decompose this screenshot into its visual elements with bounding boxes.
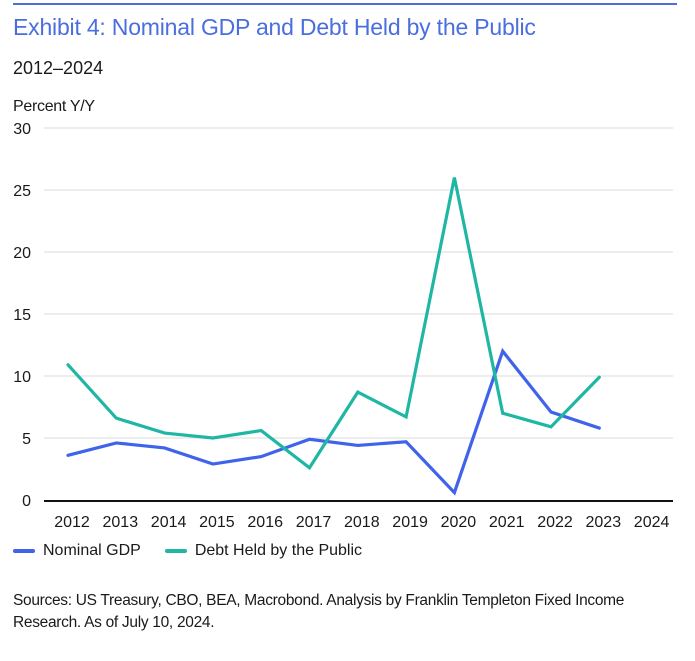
x-tick-label: 2013	[103, 514, 139, 531]
x-axis-ticks: 2012 2013 2014 2015 2016 2017 2018 2019 2020 2021…	[54, 514, 669, 531]
gridlines	[44, 127, 673, 439]
y-tick-label: 30	[13, 121, 31, 138]
y-tick-label: 5	[22, 431, 31, 448]
legend-label: Debt Held by the Public	[194, 542, 363, 559]
legend-swatch-nominal-gdp	[13, 549, 35, 553]
x-tick-label: 2015	[199, 514, 235, 531]
chart-title: Exhibit 4: Nominal GDP and Debt Held by …	[13, 14, 536, 40]
legend-swatch-debt-held	[164, 549, 187, 553]
x-tick-label: 2020	[441, 514, 477, 531]
x-tick-label: 2019	[392, 514, 428, 531]
legend-label: Nominal GDP	[43, 542, 141, 559]
y-tick-label: 20	[13, 245, 31, 262]
x-tick-label: 2021	[489, 514, 525, 531]
x-tick-label: 2022	[537, 514, 573, 531]
x-tick-label: 2017	[296, 514, 332, 531]
series-line-nominal-gdp	[66, 347, 601, 496]
y-tick-label: 10	[13, 369, 31, 386]
series-lines	[66, 177, 601, 496]
chart-subtitle: 2012–2024	[13, 58, 104, 78]
top-rule	[13, 3, 677, 5]
x-tick-label: 2014	[151, 514, 187, 531]
legend-item-debt-held: Debt Held by the Public	[164, 542, 363, 560]
y-tick-label: 15	[13, 307, 31, 324]
x-tick-label: 2024	[634, 514, 670, 531]
x-tick-label: 2016	[247, 514, 283, 531]
y-tick-label: 0	[22, 493, 31, 510]
x-tick-label: 2023	[586, 514, 622, 531]
legend: Nominal GDP Debt Held by the Public	[13, 542, 386, 560]
source-note: Sources: US Treasury, CBO, BEA, Macrobon…	[13, 592, 625, 631]
y-tick-label: 25	[13, 183, 31, 200]
y-axis-ticks: 0 5 10 15 20 25 30	[13, 121, 31, 510]
x-tick-label: 2012	[54, 514, 90, 531]
series-line-debt-held	[66, 177, 601, 471]
y-axis-unit-label: Percent Y/Y	[13, 98, 95, 115]
legend-item-nominal-gdp: Nominal GDP	[13, 542, 141, 560]
x-tick-label: 2018	[344, 514, 380, 531]
